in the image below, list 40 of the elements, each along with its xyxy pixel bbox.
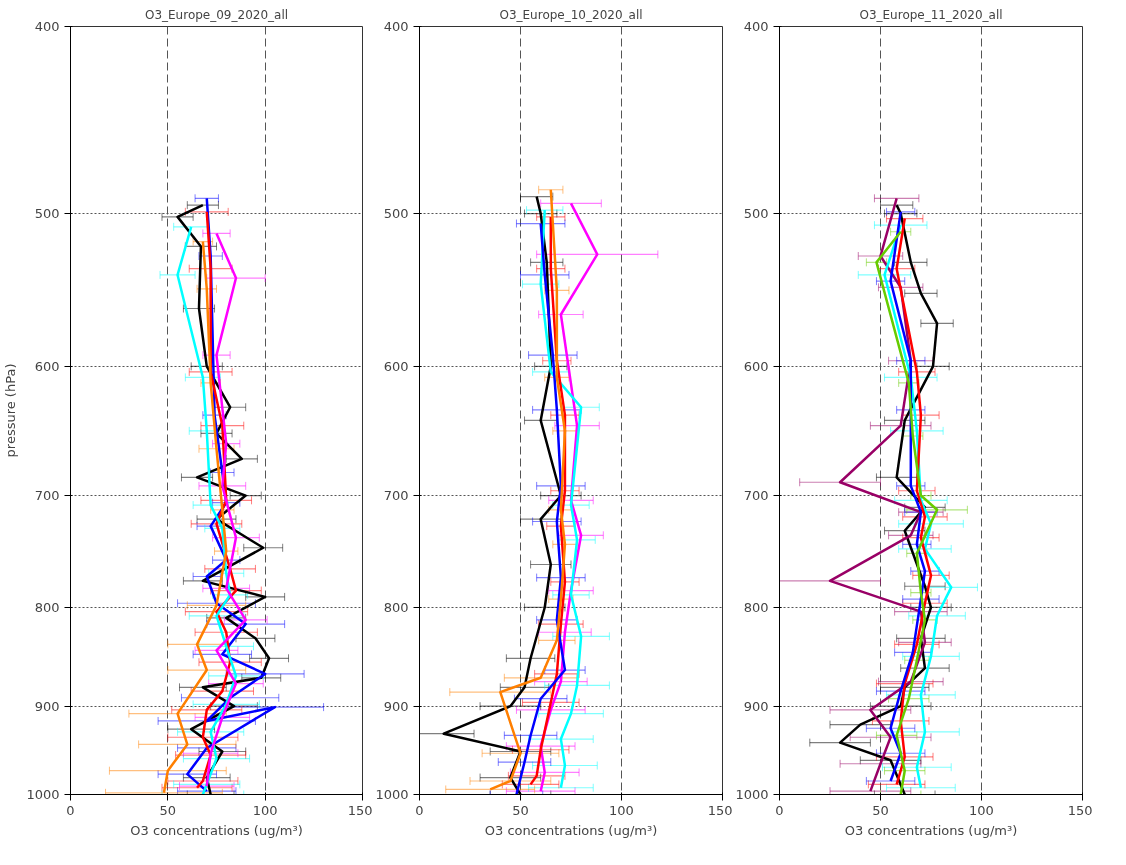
y-tick-label: 800: [383, 599, 409, 615]
y-tick-label: 900: [383, 698, 409, 714]
x-tick-label: 0: [66, 802, 75, 818]
y-tick-label: 600: [743, 358, 769, 374]
y-axis-title: pressure (hPa): [3, 363, 19, 458]
x-tick-label: 100: [252, 802, 278, 818]
x-axis-title: O3 concentrations (ug/m³): [844, 822, 1018, 838]
x-tick-label: 150: [707, 802, 733, 818]
chart-title: O3_Europe_11_2020_all: [859, 7, 1003, 22]
y-tick-label: 700: [34, 488, 60, 504]
y-tick-label: 900: [34, 698, 60, 714]
x-tick-label: 0: [415, 802, 424, 818]
x-tick-label: 150: [347, 802, 373, 818]
x-tick-label: 0: [775, 802, 784, 818]
y-tick-label: 500: [743, 206, 769, 222]
y-tick-label: 500: [34, 206, 60, 222]
y-tick-label: 800: [34, 599, 60, 615]
y-tick-label: 900: [743, 698, 769, 714]
y-tick-label: 1000: [375, 787, 409, 802]
x-tick-label: 50: [159, 802, 177, 818]
y-tick-label: 400: [743, 19, 769, 34]
x-axis-title: O3 concentrations (ug/m³): [130, 822, 303, 838]
y-tick-label: 600: [383, 358, 409, 374]
y-tick-label: 700: [383, 488, 409, 504]
y-tick-label: 600: [34, 358, 60, 374]
y-tick-label: 500: [383, 206, 409, 222]
x-axis-title: O3 concentrations (ug/m³): [484, 822, 658, 838]
y-tick-label: 400: [383, 19, 409, 34]
y-tick-label: 1000: [26, 787, 60, 802]
x-tick-label: 50: [872, 802, 889, 818]
y-tick-label: 700: [743, 488, 769, 504]
y-tick-label: 400: [34, 19, 60, 34]
y-tick-label: 800: [743, 599, 769, 615]
chart-title: O3_Europe_09_2020_all: [144, 7, 289, 22]
chart-title: O3_Europe_10_2020_all: [499, 7, 643, 22]
x-tick-label: 100: [969, 802, 994, 818]
x-tick-label: 150: [1067, 802, 1093, 818]
x-tick-label: 50: [512, 802, 529, 818]
y-tick-label: 1000: [735, 787, 769, 802]
x-tick-label: 100: [609, 802, 634, 818]
